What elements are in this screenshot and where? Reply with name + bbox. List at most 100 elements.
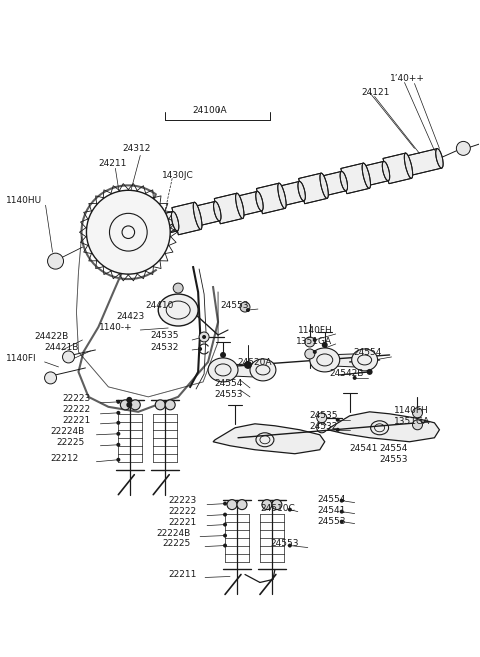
Circle shape bbox=[272, 499, 282, 510]
Circle shape bbox=[288, 508, 292, 512]
Circle shape bbox=[244, 361, 252, 369]
Circle shape bbox=[223, 512, 227, 516]
Text: 24553: 24553 bbox=[380, 455, 408, 464]
Polygon shape bbox=[213, 424, 325, 454]
Text: 1140-+: 1140-+ bbox=[99, 323, 133, 332]
Text: 24554: 24554 bbox=[318, 495, 346, 504]
Text: 24541: 24541 bbox=[350, 444, 378, 453]
Text: 24553: 24553 bbox=[214, 390, 242, 399]
Circle shape bbox=[246, 308, 250, 312]
Circle shape bbox=[116, 443, 120, 447]
Circle shape bbox=[412, 408, 422, 418]
Text: 24532: 24532 bbox=[310, 422, 338, 431]
Circle shape bbox=[237, 499, 247, 510]
Polygon shape bbox=[195, 202, 219, 225]
Text: 1140FH: 1140FH bbox=[394, 406, 428, 415]
Text: 24535: 24535 bbox=[310, 411, 338, 420]
Polygon shape bbox=[280, 181, 304, 206]
Ellipse shape bbox=[193, 202, 202, 229]
Text: 22223: 22223 bbox=[168, 496, 196, 505]
Circle shape bbox=[126, 397, 132, 403]
Ellipse shape bbox=[158, 294, 198, 326]
Circle shape bbox=[367, 369, 372, 375]
Ellipse shape bbox=[436, 148, 443, 168]
Circle shape bbox=[120, 400, 130, 410]
Circle shape bbox=[305, 337, 315, 347]
Text: 1351GA: 1351GA bbox=[296, 338, 332, 346]
Ellipse shape bbox=[214, 202, 221, 221]
Ellipse shape bbox=[298, 181, 305, 201]
Text: 24211: 24211 bbox=[98, 159, 127, 168]
Circle shape bbox=[313, 338, 317, 342]
Circle shape bbox=[116, 411, 120, 415]
Circle shape bbox=[317, 413, 327, 423]
Polygon shape bbox=[406, 148, 442, 175]
Circle shape bbox=[305, 349, 315, 359]
Circle shape bbox=[340, 499, 344, 503]
Text: 24410: 24410 bbox=[145, 300, 174, 309]
Ellipse shape bbox=[310, 348, 340, 372]
Circle shape bbox=[262, 499, 272, 510]
Circle shape bbox=[353, 376, 357, 380]
Text: 24541: 24541 bbox=[318, 506, 346, 515]
Polygon shape bbox=[214, 193, 243, 224]
Ellipse shape bbox=[250, 359, 276, 381]
Polygon shape bbox=[328, 412, 439, 442]
Text: 22225: 22225 bbox=[162, 539, 191, 548]
Circle shape bbox=[45, 372, 57, 384]
Text: 22224B: 22224B bbox=[156, 529, 191, 538]
Polygon shape bbox=[364, 162, 388, 185]
Text: 22221: 22221 bbox=[62, 417, 91, 425]
Text: 1430JC: 1430JC bbox=[162, 171, 194, 180]
Ellipse shape bbox=[278, 183, 286, 208]
Text: 22212: 22212 bbox=[50, 454, 79, 463]
Ellipse shape bbox=[352, 349, 378, 371]
Text: 24553: 24553 bbox=[220, 300, 249, 309]
Text: 24100A: 24100A bbox=[193, 106, 228, 115]
Polygon shape bbox=[218, 364, 268, 377]
Polygon shape bbox=[238, 191, 262, 215]
Circle shape bbox=[130, 400, 140, 410]
Text: 22221: 22221 bbox=[168, 518, 196, 527]
Circle shape bbox=[223, 543, 227, 547]
Text: 1140FH: 1140FH bbox=[298, 327, 333, 336]
Ellipse shape bbox=[236, 193, 244, 219]
Text: 24423: 24423 bbox=[116, 311, 144, 321]
Text: 24554: 24554 bbox=[214, 379, 242, 388]
Text: 1351GA: 1351GA bbox=[394, 417, 430, 426]
Ellipse shape bbox=[320, 173, 328, 198]
Circle shape bbox=[227, 499, 237, 510]
Text: 24520A: 24520A bbox=[237, 359, 272, 367]
Circle shape bbox=[155, 400, 165, 410]
Circle shape bbox=[198, 347, 202, 351]
Text: 22223: 22223 bbox=[62, 394, 91, 403]
Circle shape bbox=[223, 533, 227, 537]
Ellipse shape bbox=[208, 358, 238, 382]
Circle shape bbox=[86, 191, 170, 274]
Polygon shape bbox=[383, 153, 411, 184]
Text: 1140FI: 1140FI bbox=[6, 354, 36, 363]
Circle shape bbox=[48, 253, 63, 269]
Ellipse shape bbox=[404, 153, 413, 178]
Polygon shape bbox=[256, 183, 285, 214]
Text: 22211: 22211 bbox=[168, 570, 197, 579]
Text: 24312: 24312 bbox=[122, 144, 151, 153]
Polygon shape bbox=[322, 171, 346, 196]
Text: 24510C: 24510C bbox=[260, 504, 295, 513]
Circle shape bbox=[165, 400, 175, 410]
Ellipse shape bbox=[382, 162, 390, 181]
Ellipse shape bbox=[340, 171, 348, 191]
Circle shape bbox=[173, 283, 183, 293]
Ellipse shape bbox=[256, 191, 263, 211]
Text: 24554: 24554 bbox=[380, 444, 408, 453]
Text: 22225: 22225 bbox=[57, 438, 85, 447]
Polygon shape bbox=[320, 354, 370, 367]
Circle shape bbox=[220, 352, 226, 358]
Text: 22222: 22222 bbox=[62, 405, 91, 415]
Circle shape bbox=[322, 342, 328, 348]
Circle shape bbox=[223, 502, 227, 506]
Text: 24421B: 24421B bbox=[45, 344, 79, 352]
Polygon shape bbox=[299, 173, 327, 204]
Text: 24553: 24553 bbox=[318, 517, 346, 526]
Circle shape bbox=[116, 420, 120, 425]
